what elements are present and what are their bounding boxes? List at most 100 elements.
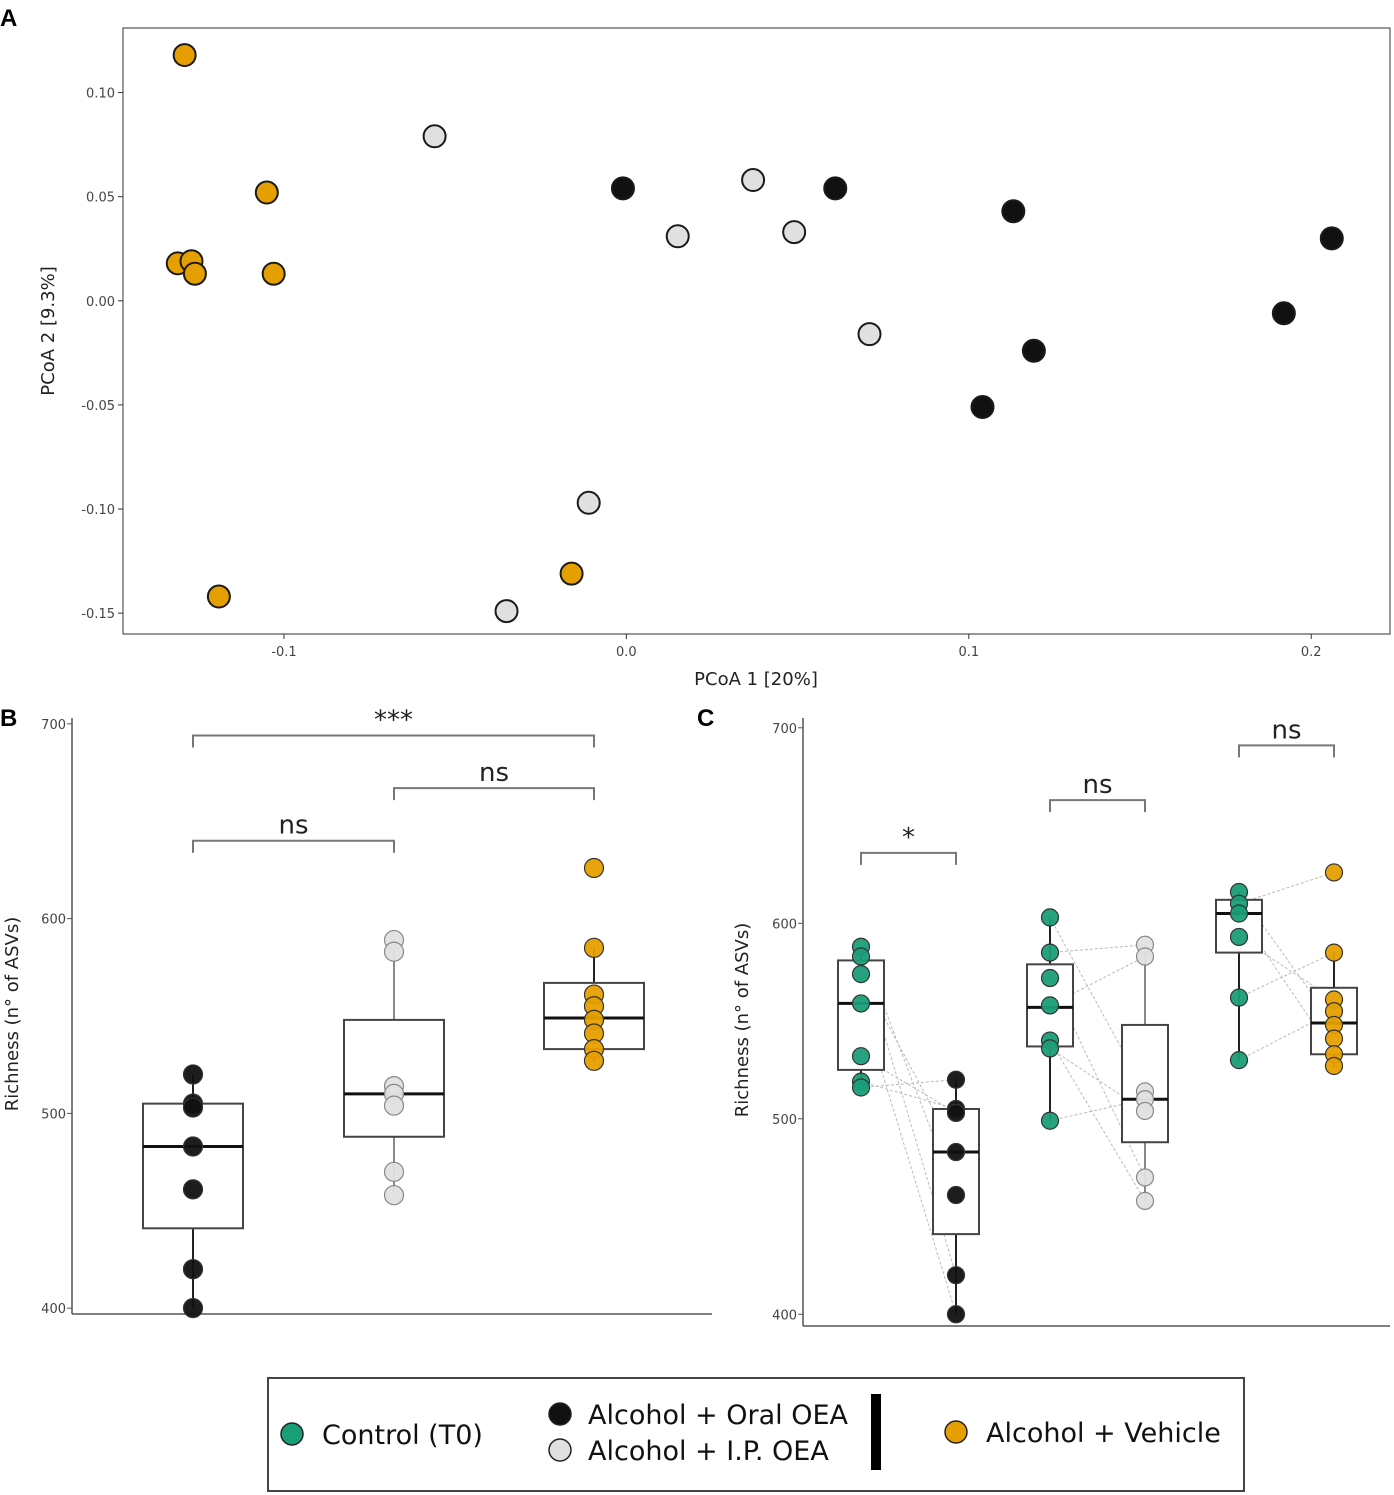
- panel-c-pair-line: [1049, 1040, 1146, 1202]
- scatter-point-vehicle: [182, 261, 207, 286]
- scatter-point-ip: [741, 168, 766, 193]
- scatter-point-oral: [1271, 301, 1296, 326]
- panel-a-ytick-label: -0.05: [81, 399, 115, 414]
- panel-c-significance-label: ns: [1271, 715, 1301, 745]
- panel-c-point-vehicle: [1324, 943, 1344, 962]
- panel-c-pair-line: [860, 1081, 957, 1110]
- panel-c-comparison-bracket: [860, 851, 957, 865]
- panel-c-pair-line: [860, 973, 957, 1153]
- panel-c-pair-line: [1238, 871, 1335, 905]
- panel-c-point-vehicle: [1324, 863, 1344, 882]
- panel-c-point-control: [851, 1047, 871, 1066]
- panel-a-xtick-label: 0.1: [958, 645, 979, 660]
- panel-c-point-control: [1040, 1111, 1060, 1130]
- panel-b-point-oral: [182, 1179, 204, 1200]
- panel-c-point-control: [1040, 968, 1060, 988]
- panel-a-xtick-label: 0.0: [616, 645, 637, 660]
- panel-b-ylabel: Richness (n° of ASVs): [2, 917, 23, 1111]
- scatter-point-vehicle: [559, 561, 584, 586]
- panel-c-pair-line: [1238, 936, 1335, 1000]
- panel-b-significance-label: ns: [479, 758, 509, 788]
- panel-b-comparison-bracket: [393, 787, 595, 801]
- panel-b-point-ip: [383, 941, 405, 962]
- legend-divider-bar: [871, 1394, 881, 1470]
- scatter-point-ip: [782, 220, 807, 245]
- legend-marker-oral: [548, 1402, 572, 1426]
- panel-c-point-control: [1229, 927, 1249, 947]
- panel-b-comparison-bracket: [192, 839, 395, 853]
- legend-label-control: Control (T0): [322, 1420, 483, 1451]
- panel-b-ytick-label: 600: [41, 913, 66, 928]
- scatter-point-vehicle: [172, 43, 197, 68]
- panel-c-ytick-label: 500: [772, 1113, 797, 1128]
- panel-c-point-control: [1229, 1051, 1249, 1070]
- panel-c-point-control: [1040, 1039, 1060, 1058]
- panel-c-point-oral: [946, 1185, 966, 1205]
- scatter-point-oral: [970, 395, 995, 420]
- panel-c-pair-line: [1238, 952, 1335, 999]
- legend-frame: [267, 1377, 1245, 1492]
- panel-a-xlabel: PCoA 1 [20%]: [694, 669, 818, 690]
- panel-b-plot: 700 600 500 400 *** ns ns: [41, 706, 645, 1319]
- panel-a-ytick-label: -0.15: [81, 607, 115, 622]
- panel-c-point-oral: [946, 1142, 966, 1162]
- panel-b-point-ip: [383, 1095, 405, 1116]
- panel-c-pair-line: [860, 1055, 957, 1114]
- legend-marker-vehicle: [944, 1420, 968, 1444]
- panel-c-comparison-bracket: [1238, 744, 1335, 758]
- panel-c-point-ip: [1135, 1101, 1155, 1121]
- panel-b-point-vehicle: [583, 857, 605, 879]
- panel-c-point-vehicle: [1324, 1029, 1344, 1048]
- scatter-point-ip: [494, 599, 519, 624]
- panel-c-ytick-label: 400: [772, 1308, 797, 1323]
- scatter-point-oral: [823, 176, 848, 201]
- panel-c-pair-line: [860, 1079, 957, 1088]
- panel-c-point-control: [1229, 988, 1249, 1007]
- legend: Control (T0) Alcohol + Oral OEA Alcohol …: [267, 1377, 1245, 1492]
- panel-c-plot: 700 600 500 400 * ns ns: [772, 715, 1358, 1324]
- panel-c-point-vehicle: [1324, 1056, 1344, 1076]
- panel-b-point-oral: [182, 1298, 204, 1319]
- panel-a-ytick-label: 0.10: [86, 87, 115, 102]
- panel-c-ytick-label: 600: [772, 917, 797, 932]
- panel-b-point-ip: [383, 1161, 405, 1182]
- scatter-point-ip: [422, 124, 447, 149]
- panel-c-point-oral: [946, 1103, 966, 1123]
- panel-c-point-ip: [1135, 1191, 1155, 1210]
- legend-label-vehicle: Alcohol + Vehicle: [986, 1418, 1221, 1449]
- scatter-point-vehicle: [206, 584, 231, 609]
- panel-b-ytick-label: 500: [41, 1107, 66, 1122]
- panel-c-pair-line: [1238, 1010, 1335, 1061]
- panel-b-point-oral: [182, 1136, 204, 1157]
- panel-letter-b: B: [0, 705, 17, 732]
- panel-c-significance-label: ns: [1082, 770, 1112, 800]
- panel-b-point-ip: [383, 1185, 405, 1206]
- scatter-point-oral: [1001, 199, 1026, 224]
- panel-c-point-control: [851, 947, 871, 966]
- panel-a-ylabel: PCoA 2 [9.3%]: [38, 266, 59, 395]
- scatter-point-oral: [610, 176, 635, 201]
- panel-c-point-control: [851, 994, 871, 1013]
- panel-letter-a: A: [0, 5, 17, 32]
- panel-b-point-vehicle: [583, 937, 605, 958]
- panel-c-point-control: [1229, 904, 1249, 923]
- legend-marker-control: [280, 1422, 304, 1446]
- panel-a-xtick-label: 0.2: [1301, 645, 1322, 660]
- panel-c-point-control: [851, 965, 871, 984]
- panel-b-ytick-label: 700: [41, 718, 66, 733]
- scatter-point-vehicle: [254, 180, 279, 205]
- panel-a-xtick-label: -0.1: [271, 645, 296, 660]
- scatter-point-oral: [1319, 226, 1344, 251]
- panel-a-ytick-label: -0.10: [81, 503, 115, 518]
- panel-c-pair-line: [1049, 1047, 1146, 1112]
- scatter-point-oral: [1021, 338, 1046, 363]
- panel-c-comparison-bracket: [1049, 799, 1146, 813]
- panel-c-point-control: [851, 1078, 871, 1097]
- panel-a-ytick-label: 0.05: [86, 191, 115, 206]
- panel-c-point-control: [1040, 908, 1060, 927]
- panel-c-ytick-label: 700: [772, 722, 797, 737]
- panel-b-ytick-label: 400: [41, 1302, 66, 1317]
- panel-b-comparison-bracket: [192, 734, 595, 748]
- panel-b-point-oral: [182, 1064, 204, 1085]
